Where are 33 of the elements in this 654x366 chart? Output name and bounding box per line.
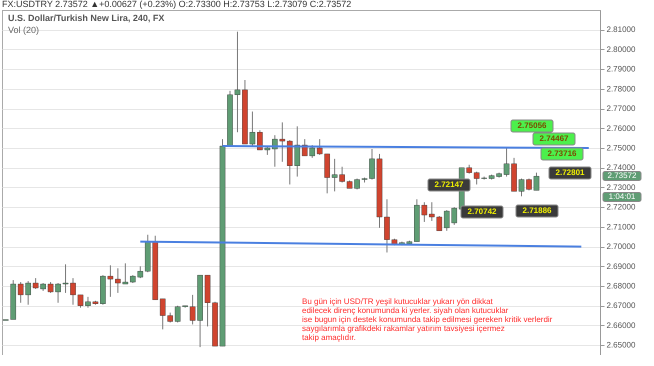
y-tick-label: 2.69000 [606,262,636,271]
annotation: Bu gün için USD/TR yeşil kutucuklar yukarı yön dikkat edilecek direnç konumunda ki yerler. siyah olan kutucuklar ise bugun için destek konumunda takip edilmesi gereken kritik verlerdir saygılarımla grafikdeki rakamlar yatırım tavsiyesi içermez takip amaçlıdır. [302,297,553,342]
y-tick-label: 2.72000 [606,202,636,212]
chart-subtitle: FX:USDTRY 2.73572 ▲+0.00627 (+0.23%) O:2.73300 H:2.73753 L:2.73079 C:2.73572 [2,0,352,9]
annotation: 2.72147 [434,180,464,189]
y-tick-label: 2.79000 [606,64,636,74]
y-tick-label: 2.74000 [606,163,636,172]
y-tick-label: 2.70000 [606,242,636,252]
candlestick [451,206,458,226]
candlestick [444,210,450,232]
y-tick-label: 2.78000 [606,84,636,94]
y-tick-label: 2.73000 [606,182,636,192]
annotation: 2.72801 [556,168,586,177]
y-tick-label: 2.71000 [606,222,636,232]
y-tick-label: 2.68000 [606,282,636,290]
annotation: Vol (20) [8,25,40,35]
y-tick-label: 2.75000 [606,144,636,152]
y-tick-label: 2.81000 [606,25,636,34]
annotation: 2.70742 [468,207,498,216]
y-tick-label: 2.65000 [606,340,636,350]
annotation: 2.75056 [518,121,548,130]
y-tick-label: 2.77000 [606,104,636,114]
text: 2.73572 [608,171,638,180]
y-tick-label: 2.80000 [606,44,636,54]
y-tick-label: 2.66000 [606,320,636,330]
y-tick-label: 2.76000 [606,124,636,133]
text: 1:04:01 [608,192,636,201]
y-tick-label: 2.67000 [606,301,636,310]
annotation: 2.71886 [522,206,552,215]
annotation: 2.74467 [540,134,570,143]
candlestick [294,126,300,178]
chart-title: U.S. Dollar/Turkish New Lira, 240, FX [8,13,164,23]
annotation: 2.73716 [548,149,578,158]
